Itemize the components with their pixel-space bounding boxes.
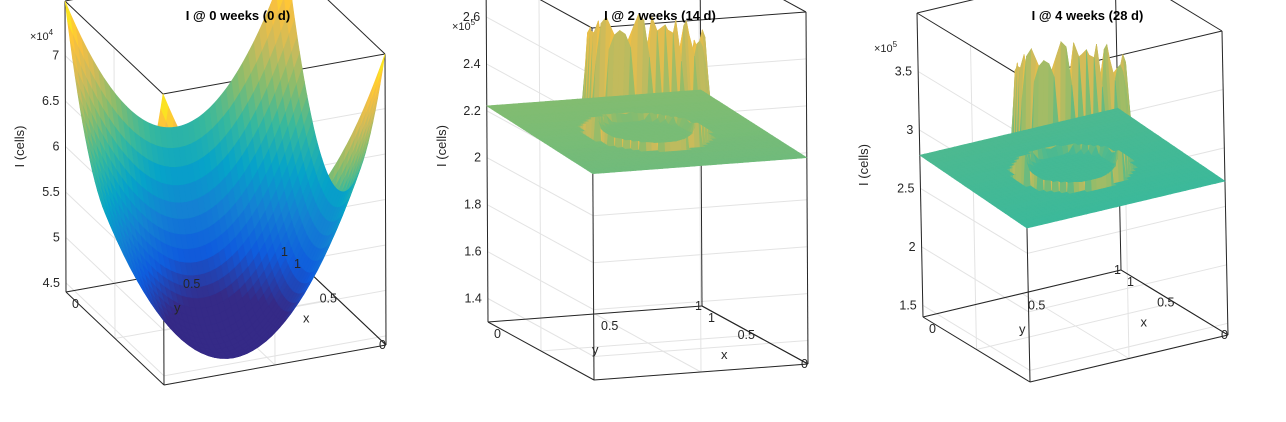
chart-title: I @ 2 weeks (14 d)	[604, 8, 716, 23]
z-tick-label: 5	[53, 230, 60, 244]
y-tick-label: 1	[708, 311, 715, 325]
z-tick-label: 1.8	[464, 198, 481, 212]
y-axis-label: y	[1019, 322, 1026, 337]
x-tick-label: 0	[801, 357, 808, 371]
z-tick-label: 2	[909, 240, 916, 254]
x-axis-label: x	[1141, 315, 1148, 330]
x-tick-label: 0	[379, 338, 386, 352]
x-tick-label: 1	[695, 299, 702, 313]
z-tick-label: 3.5	[895, 64, 912, 78]
z-tick-label: 3	[906, 123, 913, 137]
x-tick-label: 0.5	[1157, 296, 1174, 310]
z-tick-label: 5.5	[42, 185, 59, 199]
z-multiplier: ×104	[30, 28, 54, 43]
y-tick-label: 0.5	[601, 319, 618, 333]
x-tick-label: 1	[281, 245, 288, 259]
z-tick-label: 1.6	[464, 245, 481, 259]
y-tick-label: 0.5	[183, 277, 200, 291]
y-tick-label: 0	[929, 322, 936, 336]
z-axis-label: I (cells)	[12, 126, 27, 168]
y-axis-label: y	[174, 300, 181, 315]
z-tick-label: 4.5	[43, 276, 60, 290]
subplot-2-weeks: 1.4 1.6 1.8 2 2.2 2.4 2.6 0 0.5 1 0 0.5 1 x y I (cells)…	[434, 0, 809, 381]
z-multiplier: ×105	[874, 40, 898, 55]
axes-box	[64, 0, 387, 386]
z-multiplier: ×105	[452, 18, 476, 33]
surface	[485, 13, 808, 175]
x-axis-label: x	[303, 311, 310, 326]
y-axis-label: y	[592, 342, 599, 357]
z-tick-label: 1.5	[899, 298, 916, 312]
subplot-0-weeks: 4.5 5 5.5 6 6.5 7 0 0.5 1 0 0.5 1 x y I (cells) ×104 I @…	[12, 0, 387, 386]
chart-title: I @ 4 weeks (28 d)	[1032, 8, 1144, 23]
y-tick-label: 0	[72, 297, 79, 311]
z-tick-label: 2.6	[463, 10, 480, 24]
subplot-4-weeks: 1.5 2 2.5 3 3.5 0 0.5 1 0 0.5 1 x y I (cells) ×105 I @ …	[856, 0, 1229, 383]
x-tick-label: 0.5	[320, 292, 337, 306]
x-tick-label: 0.5	[738, 328, 755, 342]
z-tick-label: 2.4	[463, 57, 480, 71]
z-tick-label: 7	[52, 49, 59, 63]
z-axis-label: I (cells)	[856, 144, 871, 186]
z-axis-label: I (cells)	[434, 125, 449, 167]
x-axis-label: x	[721, 347, 728, 362]
y-tick-label: 1	[294, 257, 301, 271]
y-tick-label: 1	[1127, 275, 1134, 289]
z-tick-label: 2	[474, 151, 481, 165]
z-tick-label: 1.4	[464, 292, 481, 306]
y-tick-label: 0.5	[1028, 299, 1045, 313]
surface	[64, 0, 386, 359]
z-tick-label: 6	[53, 140, 60, 154]
y-tick-label: 0	[494, 327, 501, 341]
z-tick-label: 2.5	[897, 181, 914, 195]
x-tick-label: 1	[1114, 263, 1121, 277]
x-tick-label: 0	[1221, 328, 1228, 342]
chart-title: I @ 0 weeks (0 d)	[186, 8, 290, 23]
z-tick-label: 6.5	[42, 94, 59, 108]
z-tick-label: 2.2	[463, 104, 480, 118]
surface	[919, 41, 1226, 229]
